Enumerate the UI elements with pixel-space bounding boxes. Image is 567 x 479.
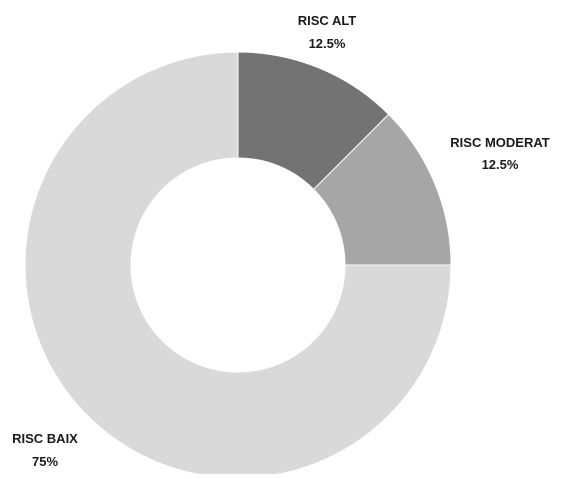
data-label-risc-moderat: RISC MODERAT 12.5% [450, 135, 549, 172]
data-label-risc-baix: RISC BAIX 75% [12, 431, 78, 469]
slice-label-risc-alt: RISC ALT [298, 13, 357, 28]
data-label-risc-alt: RISC ALT 12.5% [298, 13, 357, 51]
slice-value-risc-baix: 75% [32, 454, 58, 469]
slice-risc-baix [24, 51, 452, 479]
slice-label-risc-moderat: RISC MODERAT [450, 135, 549, 150]
slice-value-risc-moderat: 12.5% [482, 157, 519, 172]
slices-layer [24, 51, 452, 479]
slice-label-risc-baix: RISC BAIX [12, 431, 78, 446]
slice-value-risc-alt: 12.5% [309, 36, 346, 51]
